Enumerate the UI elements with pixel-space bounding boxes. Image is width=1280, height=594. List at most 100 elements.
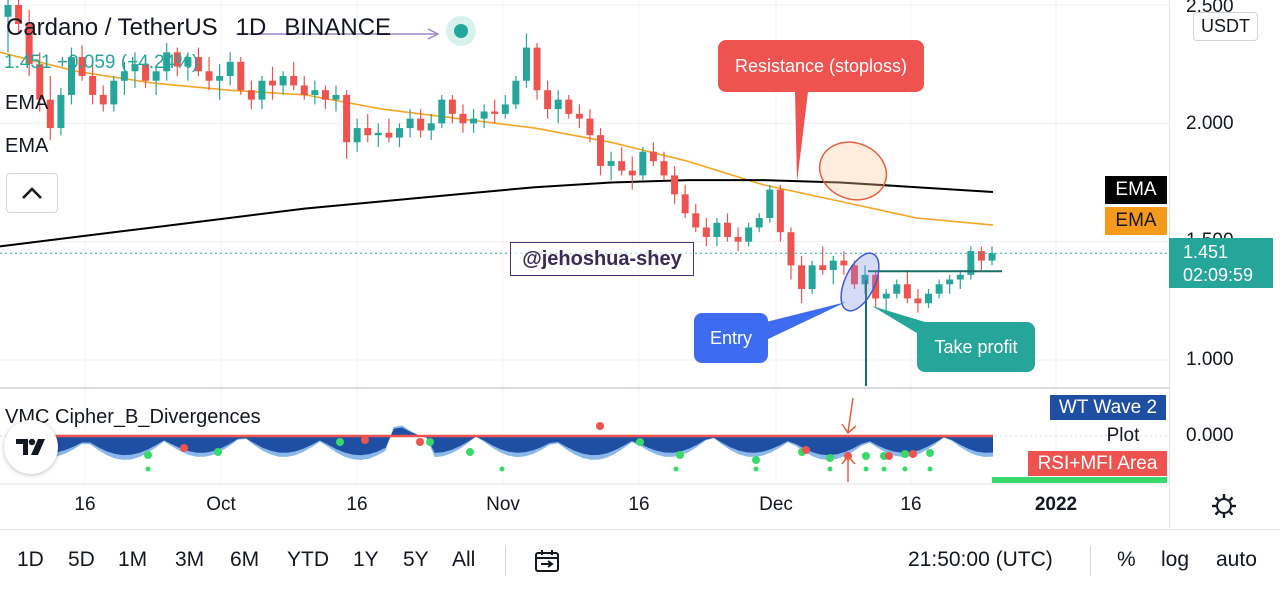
replay-icon[interactable] [533, 547, 563, 580]
range-1d-button[interactable]: 1D [17, 548, 44, 571]
signal-dot [673, 466, 679, 472]
candle-body [671, 175, 679, 195]
candle-body [491, 111, 499, 114]
buy-dot [636, 438, 644, 446]
entry-callout[interactable]: Entry [694, 313, 768, 363]
ema-legend-2[interactable]: EMA [5, 135, 49, 157]
current-price: 1.451 [1183, 242, 1229, 262]
candle-body [565, 99, 573, 114]
price-tick: 1.000 [1186, 349, 1234, 370]
candle-body [554, 99, 562, 110]
range-1m-button[interactable]: 1M [118, 548, 148, 571]
buy-dot [862, 452, 870, 460]
range-6m-button[interactable]: 6M [230, 548, 260, 571]
candle-body [89, 76, 97, 95]
candle-body [956, 274, 964, 280]
sell-dot [596, 422, 604, 430]
currency-button[interactable]: USDT [1193, 12, 1258, 41]
ema-fast-line [0, 51, 994, 226]
candle-body [448, 99, 456, 114]
candle-body [755, 218, 763, 228]
candle-body [311, 90, 319, 95]
symbol-legend[interactable]: Cardano / TetherUS 1D BINANCE [6, 14, 409, 42]
signal-dot [863, 466, 869, 472]
signal-bar [992, 477, 1167, 483]
candle-body [522, 47, 530, 81]
candle-body [713, 222, 721, 237]
range-5d-button[interactable]: 5D [68, 548, 95, 571]
candle-body [374, 132, 382, 136]
indicator-value: 0.000 [1186, 425, 1234, 446]
range-all-button[interactable]: All [452, 548, 476, 571]
time-tick-year: 2022 [1034, 494, 1078, 515]
chevron-up-icon [22, 187, 42, 199]
rsi-mfi-tag: RSI+MFI Area [1028, 451, 1167, 476]
candle-body [99, 94, 107, 105]
time-tick: 16 [900, 494, 922, 515]
candle-body [173, 52, 181, 67]
candle-body [914, 298, 922, 304]
candle-body [4, 5, 12, 17]
time-tick: Nov [486, 494, 520, 515]
toolbar-divider [1090, 546, 1091, 576]
candle-body [882, 293, 890, 299]
buy-dot [752, 456, 760, 464]
signal-dot [881, 466, 887, 472]
candle-body [607, 161, 615, 166]
range-3m-button[interactable]: 3M [175, 548, 205, 571]
take-profit-callout[interactable]: Take profit [917, 322, 1035, 372]
candle-body [78, 57, 86, 76]
tradingview-logo-icon[interactable] [4, 420, 58, 474]
interval-label: 1D [235, 14, 267, 41]
plot-tag: Plot [1106, 424, 1140, 446]
settings-gear-icon[interactable] [1210, 492, 1238, 525]
candle-body [776, 189, 784, 233]
signal-dot [499, 466, 505, 472]
resistance-callout[interactable]: Resistance (stoploss) [718, 40, 924, 92]
buy-dot [901, 450, 909, 458]
candle-body [702, 227, 710, 237]
take-profit-callout-pointer [872, 306, 925, 338]
wave2-area [8, 427, 993, 456]
range-5y-button[interactable]: 5Y [403, 548, 429, 571]
market-status-icon[interactable] [446, 16, 476, 46]
sell-dot [909, 450, 917, 458]
log-toggle[interactable]: log [1161, 548, 1190, 571]
candle-body [597, 135, 605, 166]
sell-dot [361, 436, 369, 444]
percent-toggle[interactable]: % [1117, 548, 1136, 571]
ema-fast-tag: EMA [1105, 207, 1167, 235]
candle-body [406, 118, 414, 129]
sell-dot [416, 438, 424, 446]
last-change: 1.451 +0.059 (+4.24%) [4, 52, 199, 73]
entry-zone [840, 252, 880, 312]
candle-body [850, 265, 858, 285]
candle-body [152, 71, 160, 81]
utc-clock[interactable]: 21:50:00 (UTC) [908, 548, 1053, 571]
candle-body [872, 274, 880, 299]
toolbar-divider [505, 546, 506, 576]
range-1y-button[interactable]: 1Y [353, 548, 379, 571]
collapse-legend-button[interactable] [6, 173, 58, 213]
levels [0, 252, 1169, 386]
indicator-name[interactable]: VMC Cipher_B_Divergences [5, 406, 261, 428]
candle-body [194, 57, 202, 72]
ema-legend-1[interactable]: EMA [5, 92, 49, 114]
candle-body [470, 118, 478, 124]
price-tick: 2.000 [1186, 113, 1234, 134]
range-ytd-button[interactable]: YTD [287, 548, 329, 571]
entry-callout-pointer [766, 302, 846, 340]
candle-body [840, 260, 848, 266]
candle-body [808, 265, 816, 289]
candle-body [417, 118, 425, 131]
candle-body [649, 151, 657, 162]
candle-body [977, 251, 985, 261]
signal-dot [753, 466, 759, 472]
auto-toggle[interactable]: auto [1216, 548, 1257, 571]
candle-body [25, 23, 33, 65]
candle-body [459, 113, 467, 124]
candle-body [343, 94, 351, 143]
candle-body [660, 161, 668, 176]
buy-dot [466, 448, 474, 456]
